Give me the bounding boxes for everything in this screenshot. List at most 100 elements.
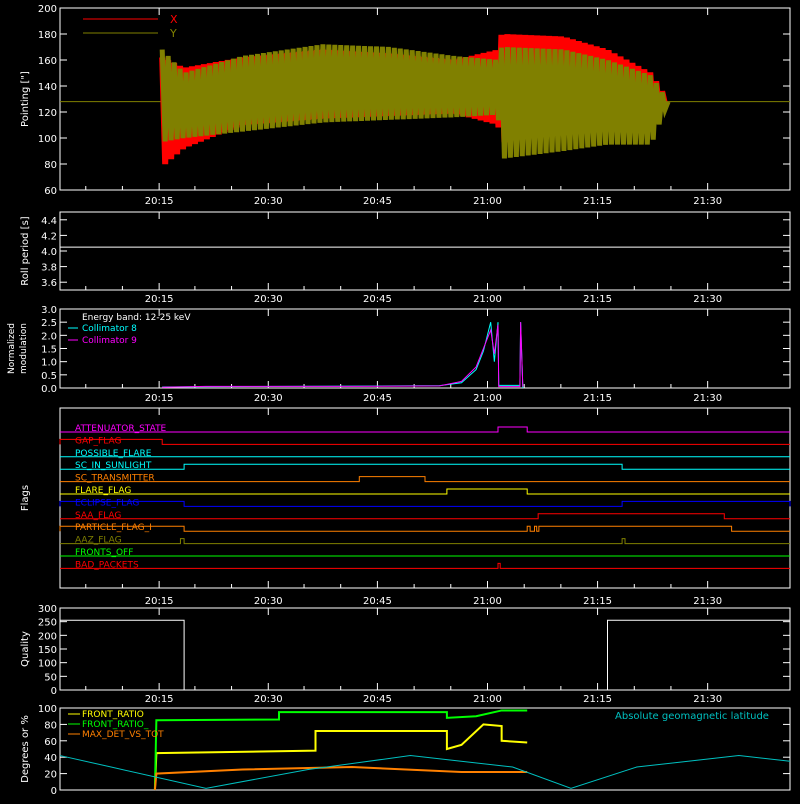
flag-label: SC_TRANSMITTER <box>75 474 155 484</box>
panel-4: Flags 20:15 20:30 20:45 21:00 21:15 21:30 ATTEN… <box>20 407 791 607</box>
flag-label: POSSIBLE_FLARE <box>75 449 152 459</box>
legend-label: FRONT_RATIO_ <box>82 720 149 730</box>
x-tick-label: 21:30 <box>693 294 722 305</box>
x-tick-label: 21:15 <box>583 393 612 404</box>
y-axis-label: Roll period [s] <box>20 216 31 285</box>
panel-6: Degrees or % 0 20 40 60 80 100 FRONT_RATIOFRONT… <box>20 704 791 797</box>
series-line <box>59 755 791 789</box>
y-tick-label: 160 <box>38 56 57 67</box>
flag-line <box>60 426 790 433</box>
flag-label: ATTENUATOR_STATE <box>75 424 167 434</box>
plot-frame <box>59 7 791 191</box>
x-tick-label: 20:15 <box>145 596 174 607</box>
panel-3: Normalized modulation 0.0 0.5 1.0 1.5 2.0 2.5 3.… <box>7 305 791 404</box>
x-tick-label: 21:00 <box>473 393 502 404</box>
x-tick-label: 21:00 <box>473 196 502 207</box>
x-tick-label: 21:30 <box>693 196 722 207</box>
y-tick-label: 80 <box>44 160 57 171</box>
x-tick-label: 20:15 <box>145 294 174 305</box>
x-tick-label: 20:45 <box>363 596 392 607</box>
legend-label: Collimator 9 <box>82 336 137 346</box>
legend-label: Y <box>169 27 177 40</box>
x-tick-label: 21:30 <box>693 694 722 705</box>
flag-label: SC_IN_SUNLIGHT <box>75 461 152 471</box>
series-line <box>162 322 524 388</box>
legend-label: X <box>170 13 178 26</box>
y-tick-label: 1.0 <box>41 358 57 369</box>
y-tick-label: 180 <box>38 30 57 41</box>
y-axis-label: Pointing ["] <box>20 71 31 127</box>
flag-label: FRONTS_OFF <box>75 548 133 558</box>
flag-line <box>59 438 790 445</box>
y-tick-label: 0 <box>51 786 57 797</box>
x-tick-label: 21:00 <box>473 294 502 305</box>
y-tick-label: 100 <box>38 134 57 145</box>
x-tick-label: 20:30 <box>254 393 283 404</box>
x-tick-label: 20:30 <box>254 694 283 705</box>
x-tick-label: 21:15 <box>583 196 612 207</box>
series-line <box>153 709 528 791</box>
legend-label: Collimator 8 <box>82 324 137 334</box>
x-tick-label: 20:45 <box>363 294 392 305</box>
annotation-geomag-latitude: Absolute geomagnetic latitude <box>615 711 769 722</box>
y-tick-label: 20 <box>44 770 57 781</box>
flag-label: GAP_FLAG <box>75 436 121 446</box>
y-tick-label: 0 <box>51 686 57 697</box>
y-axis-label: Normalized <box>7 323 17 374</box>
y-tick-label: 60 <box>44 737 57 748</box>
y-axis-label: Flags <box>20 485 31 511</box>
y-tick-label: 3.6 <box>41 278 57 289</box>
flag-label: AAZ_FLAG <box>75 536 122 546</box>
x-tick-label: 21:15 <box>583 294 612 305</box>
y-tick-label: 4.4 <box>41 216 57 227</box>
panel-2: Roll period [s] 3.6 3.8 4.0 4.2 4.4 20:15 20:30… <box>20 211 791 305</box>
series-line <box>153 766 528 791</box>
y-axis-label: modulation <box>19 323 29 374</box>
y-tick-label: 2.0 <box>41 331 57 342</box>
y-tick-label: 3.8 <box>41 263 57 274</box>
flag-line <box>60 476 790 483</box>
flag-line <box>60 488 790 495</box>
x-tick-label: 21:15 <box>583 694 612 705</box>
x-tick-label: 20:15 <box>145 393 174 404</box>
legend-label: MAX_DET_VS_TOT <box>82 730 164 740</box>
x-tick-label: 20:15 <box>145 694 174 705</box>
plot-frame <box>59 407 791 589</box>
x-tick-label: 21:00 <box>473 596 502 607</box>
y-tick-label: 50 <box>44 672 57 683</box>
y-tick-label: 200 <box>38 4 57 15</box>
y-tick-label: 250 <box>38 618 57 629</box>
panel-5: Quality 0 50 100 150 200 250 300 20:15 20:30 20:45… <box>20 604 791 705</box>
y-tick-label: 150 <box>38 645 57 656</box>
y-tick-label: 0.5 <box>41 371 57 382</box>
y-tick-label: 140 <box>38 82 57 93</box>
x-tick-label: 21:00 <box>473 694 502 705</box>
flag-label: ECLIPSE_FLAG <box>75 498 139 508</box>
x-tick-label: 20:30 <box>254 596 283 607</box>
plot-frame <box>59 707 791 791</box>
series-line-Y <box>159 44 671 159</box>
flag-line <box>60 562 790 569</box>
y-tick-label: 80 <box>44 720 57 731</box>
y-tick-label: 1.5 <box>41 345 57 356</box>
x-tick-label: 20:45 <box>363 393 392 404</box>
y-tick-label: 100 <box>38 659 57 670</box>
x-tick-label: 20:15 <box>145 196 174 207</box>
flag-line <box>59 500 791 507</box>
flag-line <box>60 513 790 520</box>
x-tick-label: 20:30 <box>254 294 283 305</box>
y-tick-label: 120 <box>38 108 57 119</box>
flag-line <box>60 538 790 545</box>
x-tick-label: 21:15 <box>583 596 612 607</box>
y-tick-label: 40 <box>44 753 57 764</box>
annotation-energy-band: Energy band: 12-25 keV <box>82 313 191 323</box>
y-tick-label: 4.0 <box>41 247 57 258</box>
series-line <box>60 619 790 691</box>
y-tick-label: 2.5 <box>41 318 57 329</box>
x-tick-label: 20:30 <box>254 196 283 207</box>
x-tick-label: 21:30 <box>693 393 722 404</box>
y-tick-label: 100 <box>38 704 57 715</box>
